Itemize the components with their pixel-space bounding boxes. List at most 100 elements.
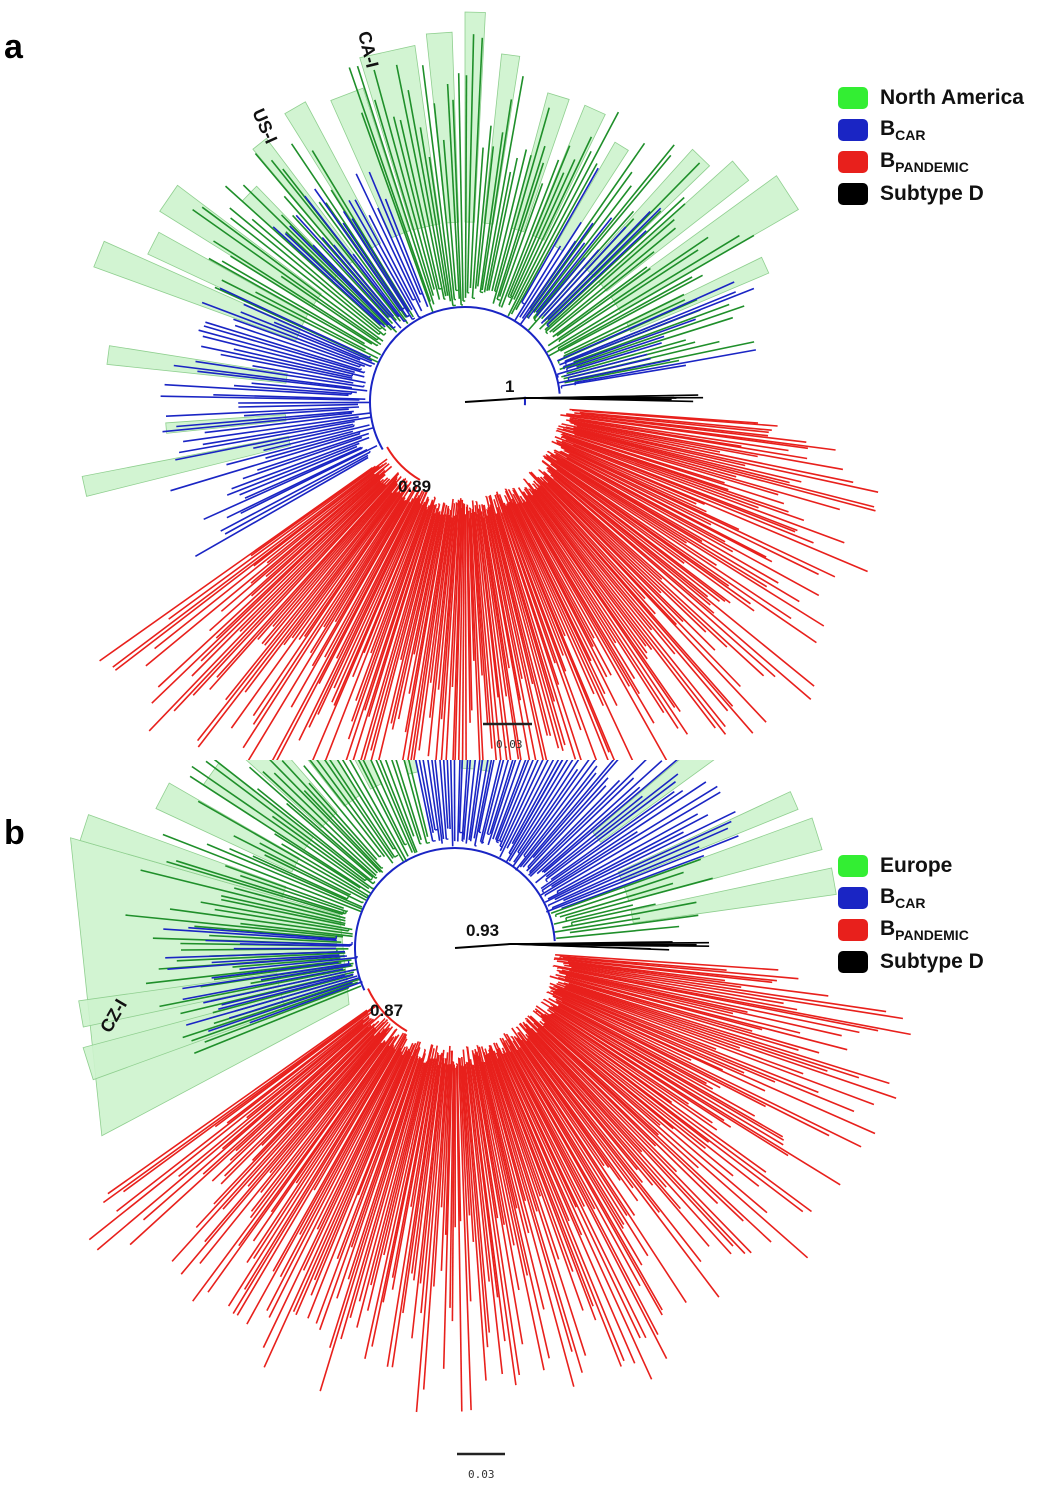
tree-branch: [563, 982, 860, 1079]
tree-branch: [476, 1051, 545, 1371]
tree-branch: [168, 458, 388, 620]
tree-branch: [228, 977, 359, 1019]
tree-branch: [505, 760, 569, 863]
tree-branch: [538, 469, 765, 677]
tree-connector: [370, 877, 373, 881]
tree-branch: [503, 502, 564, 656]
tree-branch: [525, 500, 636, 680]
tree-branch: [519, 772, 597, 868]
tree-branch: [219, 287, 370, 359]
tree-branch: [489, 494, 560, 749]
tree-branch: [460, 1065, 471, 1216]
tree-branch: [246, 1036, 397, 1264]
tree-branch: [370, 498, 430, 654]
tree-connector: [368, 450, 371, 453]
tree-branch: [478, 1046, 545, 1310]
tree-connector: [360, 368, 362, 371]
tree-branch: [560, 955, 727, 971]
tree-branch: [532, 480, 754, 734]
tree-branch: [539, 210, 662, 330]
tree-branch: [528, 471, 646, 600]
tree-branch: [557, 966, 911, 1036]
tree-branch: [569, 969, 879, 1032]
tree-branch: [472, 1064, 499, 1219]
tree-branch: [465, 1062, 490, 1282]
tree-branch: [523, 478, 716, 729]
tree-branch: [526, 1019, 678, 1173]
tree-branch: [564, 977, 753, 1032]
tree-connector: [554, 914, 557, 918]
tree-connector: [560, 436, 563, 439]
tree-branch: [550, 1003, 785, 1141]
tree-branch: [178, 1023, 364, 1178]
tree-branch: [271, 498, 414, 760]
tree-branch: [477, 508, 512, 760]
tree-branch: [240, 874, 348, 913]
tree-branch: [487, 760, 517, 846]
tree-branch: [515, 765, 598, 871]
tree-branch: [565, 877, 713, 919]
tree-branch: [499, 499, 598, 760]
tree-branch: [444, 1051, 453, 1235]
tree-branch: [520, 1039, 639, 1202]
tree-branch: [481, 1061, 518, 1209]
tree-branch: [157, 480, 381, 688]
subtype-d-branch: [524, 394, 675, 399]
tree-branch: [522, 502, 630, 687]
tree-branch: [442, 760, 449, 829]
tree-branch: [215, 478, 385, 639]
tree-branch: [580, 414, 769, 437]
tree-branch: [509, 1045, 663, 1316]
tree-branch: [550, 463, 755, 612]
tree-branch: [248, 766, 377, 880]
tree-branch: [537, 487, 729, 712]
tree-branch: [213, 760, 374, 885]
tree-branch: [526, 1040, 660, 1213]
tree-branch: [439, 760, 448, 840]
tree-branch: [264, 483, 399, 646]
tree-branch: [285, 231, 385, 326]
tree-branch: [540, 789, 684, 890]
tree-branch: [559, 287, 755, 366]
tree-branch: [246, 1017, 370, 1119]
tree-branch: [508, 760, 574, 862]
tree-branch: [452, 507, 463, 760]
tree-branch: [529, 1015, 699, 1169]
tree-connector: [505, 1033, 508, 1036]
tree-branch: [489, 1045, 574, 1272]
tree-connector: [510, 1035, 513, 1038]
tree-branch: [364, 1058, 432, 1359]
tree-branch: [465, 506, 471, 723]
tree-branch: [547, 991, 692, 1061]
tree-branch: [535, 217, 613, 313]
clade-label-ca-i: CA-I: [354, 29, 382, 70]
tree-branch: [531, 490, 653, 651]
tree-branch: [358, 1062, 425, 1302]
tree-connector: [565, 368, 568, 371]
tree-branch: [498, 1047, 583, 1236]
tree-branch: [240, 311, 361, 361]
tree-branch: [370, 1061, 428, 1286]
tree-branch: [471, 509, 489, 725]
tree-branch: [229, 207, 385, 336]
tree-connector: [521, 301, 525, 305]
tree-branch: [329, 1058, 422, 1348]
tree-branch: [513, 136, 593, 300]
panel-letter: b: [4, 814, 25, 852]
tree-branch: [564, 964, 904, 1020]
tree-branch: [336, 760, 394, 850]
tree-branch: [502, 1050, 577, 1208]
tree-branch: [546, 1009, 689, 1105]
tree-branch: [291, 480, 408, 639]
tree-branch: [563, 293, 685, 355]
tree-branch: [419, 127, 449, 296]
tree-branch: [525, 1033, 638, 1171]
tree-branch: [559, 882, 674, 918]
tree-branch: [229, 1023, 376, 1161]
tree-branch: [341, 760, 404, 862]
tree-branch: [349, 760, 408, 863]
tree-branch: [557, 1005, 756, 1117]
tree-branch: [225, 492, 393, 701]
tree-branch: [238, 1029, 397, 1247]
tree-branch: [313, 1044, 415, 1281]
